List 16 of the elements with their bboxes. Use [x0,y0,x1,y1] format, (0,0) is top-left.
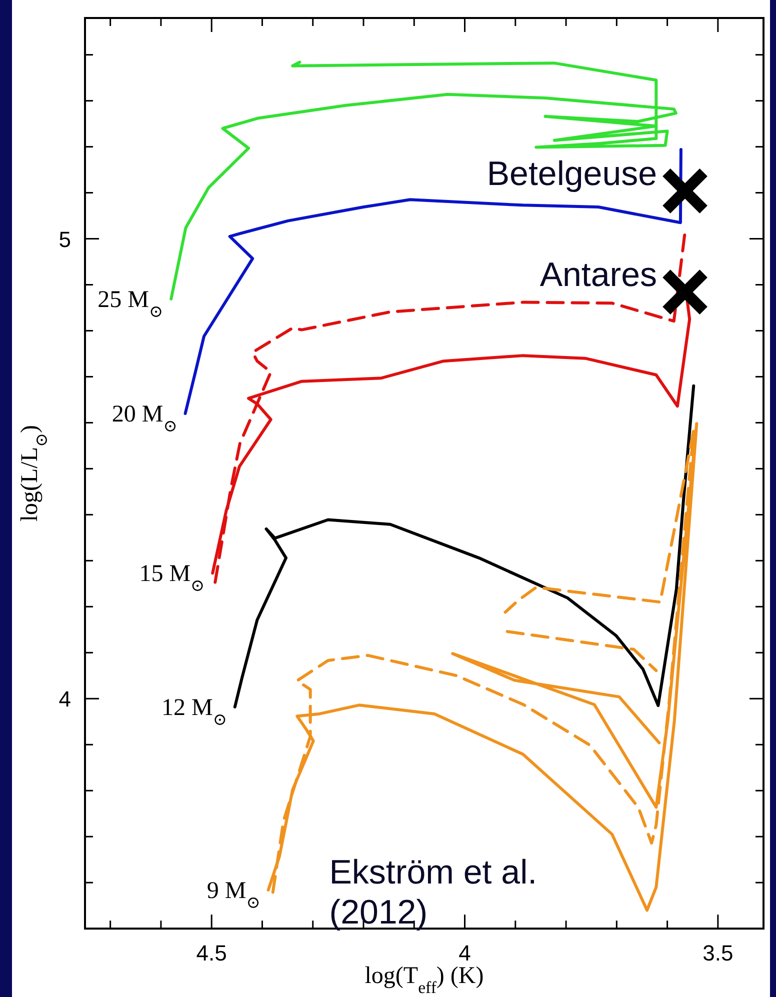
line-series [184,148,682,416]
series-label: Antares [540,256,658,294]
annotation: 20 M$_{⊙}$ [112,402,178,436]
line-series [233,384,696,708]
x-tick-label: 4.5 [196,940,227,966]
annotation: Ekström et al. (2012) [329,854,538,932]
x-axis-title: log(T$_{eff}$) (K) [364,963,484,996]
y-tick-label: 5 [58,226,71,252]
x-tick-label: 3.5 [702,940,734,966]
annotation: 25 M$_{⊙}$ [98,287,164,320]
annotation: 12 M$_{⊙}$ [161,694,227,728]
annotation: 9 M$_{⊙}$ [206,878,260,912]
annotation: 15 M$_{⊙}$ [139,561,205,595]
series-label: Betelgeuse [486,154,658,193]
x-tick-label: 4 [458,940,471,966]
line-series [170,60,678,300]
